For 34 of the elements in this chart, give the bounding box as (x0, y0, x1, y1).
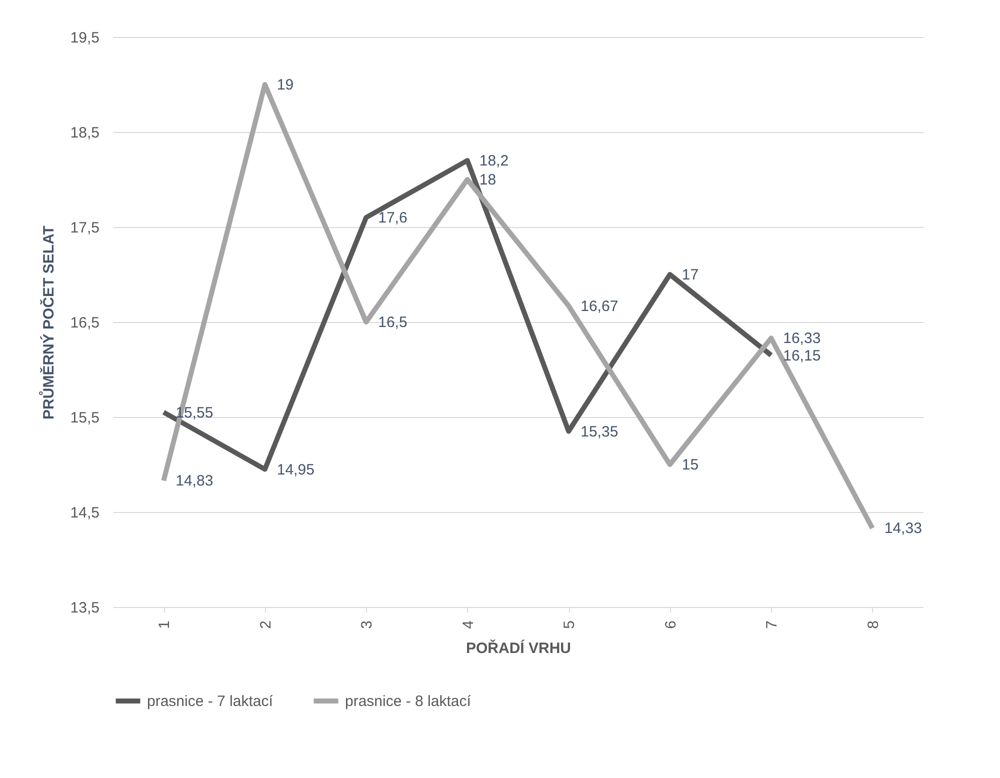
y-tick-label: 15,5 (70, 410, 100, 426)
legend-label: prasnice - 7 laktací (147, 693, 274, 710)
y-tick-label: 18,5 (70, 124, 100, 142)
x-tick-label: 8 (864, 620, 882, 629)
data-label: 17 (682, 266, 699, 284)
data-label: 14,33 (884, 520, 922, 538)
data-label: 14,95 (276, 461, 314, 478)
x-tick-label: 4 (460, 620, 477, 629)
y-tick-label: 16,5 (70, 314, 100, 332)
data-label: 19 (276, 76, 294, 94)
y-tick-label: 13,5 (70, 600, 100, 616)
y-axis-title: PRŮMĚRNÝ POČET SELAT (38, 226, 58, 420)
data-label: 17,6 (378, 210, 408, 226)
y-tick-label: 17,5 (70, 220, 100, 236)
data-label: 14,83 (176, 472, 214, 490)
data-label: 16,67 (580, 298, 618, 315)
data-label: 18,2 (479, 152, 509, 170)
x-tick-label: 6 (662, 620, 680, 629)
data-label: 16,33 (783, 330, 821, 348)
legend-label: prasnice - 8 laktací (345, 693, 472, 710)
x-tick-label: 3 (358, 620, 376, 629)
x-tick-label: 2 (257, 620, 274, 629)
y-tick-label: 19,5 (70, 30, 100, 46)
y-tick-label: 14,5 (70, 504, 100, 522)
data-label: 16,5 (378, 314, 408, 331)
data-label: 16,15 (783, 347, 821, 364)
x-tick-label: 1 (156, 620, 174, 629)
data-label: 15,35 (580, 423, 618, 440)
data-label: 15 (682, 456, 699, 474)
x-tick-label: 7 (764, 620, 781, 629)
x-tick-label: 5 (561, 620, 578, 629)
data-label: 15,55 (176, 404, 214, 422)
data-label: 18 (479, 172, 496, 188)
x-axis-title: POŘADÍ VRHU (466, 638, 572, 657)
